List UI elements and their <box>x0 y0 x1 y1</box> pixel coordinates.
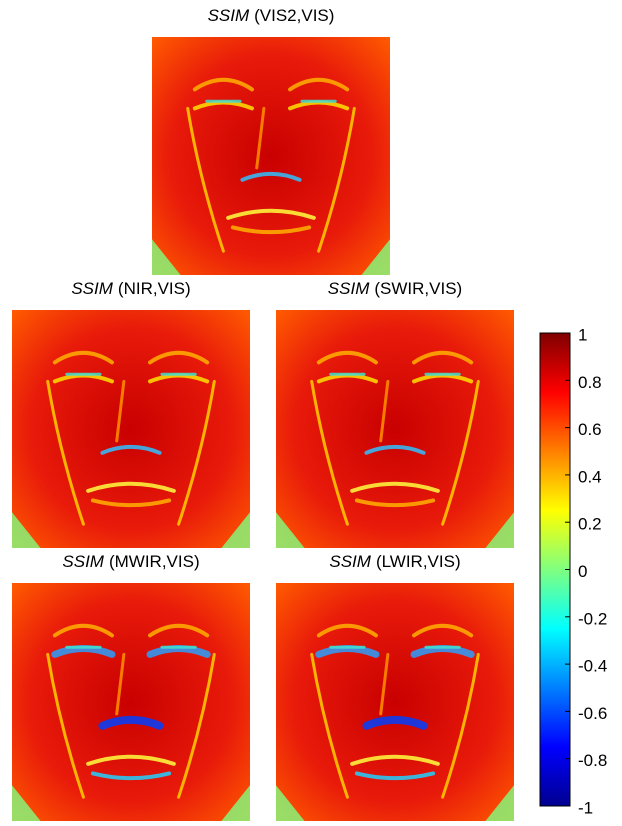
heatmap-image <box>12 310 250 548</box>
heatmap-background <box>276 583 514 821</box>
heatmap-image <box>276 310 514 548</box>
title-italic: SSIM <box>71 279 113 298</box>
colorbar-tick-label: -0.4 <box>578 657 607 676</box>
colorbar-tick-label: 0.6 <box>578 420 602 439</box>
title-italic: SSIM <box>329 552 371 571</box>
title-text: (NIR,VIS) <box>118 279 191 298</box>
heatmap-image <box>12 583 250 821</box>
heatmap-background <box>152 37 390 275</box>
panel-title: SSIM (MWIR,VIS) <box>62 552 199 571</box>
title-text: (VIS2,VIS) <box>254 6 334 25</box>
title-text: (LWIR,VIS) <box>376 552 461 571</box>
colorbar-tick-label: 0.2 <box>578 515 602 534</box>
heatmap-image <box>276 583 514 821</box>
panel-title: SSIM(SWIR,VIS) <box>328 279 462 298</box>
colorbar-tick-label: 0.4 <box>578 467 602 486</box>
panel-title: SSIM (LWIR,VIS) <box>329 552 460 571</box>
title-text: (SWIR,VIS) <box>374 279 462 298</box>
heatmap-image <box>152 37 390 275</box>
colorbar-tick-label: -0.6 <box>578 704 607 723</box>
colorbar-tick-label: -0.2 <box>578 609 607 628</box>
panel-title: SSIM(VIS2,VIS) <box>208 6 335 25</box>
title-text: (MWIR,VIS) <box>109 552 200 571</box>
colorbar-tick-label: 1 <box>578 325 587 344</box>
panel-title: SSIM (NIR,VIS) <box>71 279 190 298</box>
heatmap-background <box>12 310 250 548</box>
title-italic: SSIM <box>328 279 370 298</box>
title-italic: SSIM <box>208 6 250 25</box>
heatmap-background <box>276 310 514 548</box>
colorbar-tick-label: 0.8 <box>578 373 602 392</box>
figure: SSIM(VIS2,VIS)SSIM(NIR,VIS)SSIM(SWIR,VIS… <box>0 0 622 821</box>
colorbar-tick-label: 0 <box>578 562 587 581</box>
colorbar-tick-label: -0.8 <box>578 751 607 770</box>
colorbar-tick-label: -1 <box>578 798 593 817</box>
heatmap-background <box>12 583 250 821</box>
title-italic: SSIM <box>62 552 104 571</box>
